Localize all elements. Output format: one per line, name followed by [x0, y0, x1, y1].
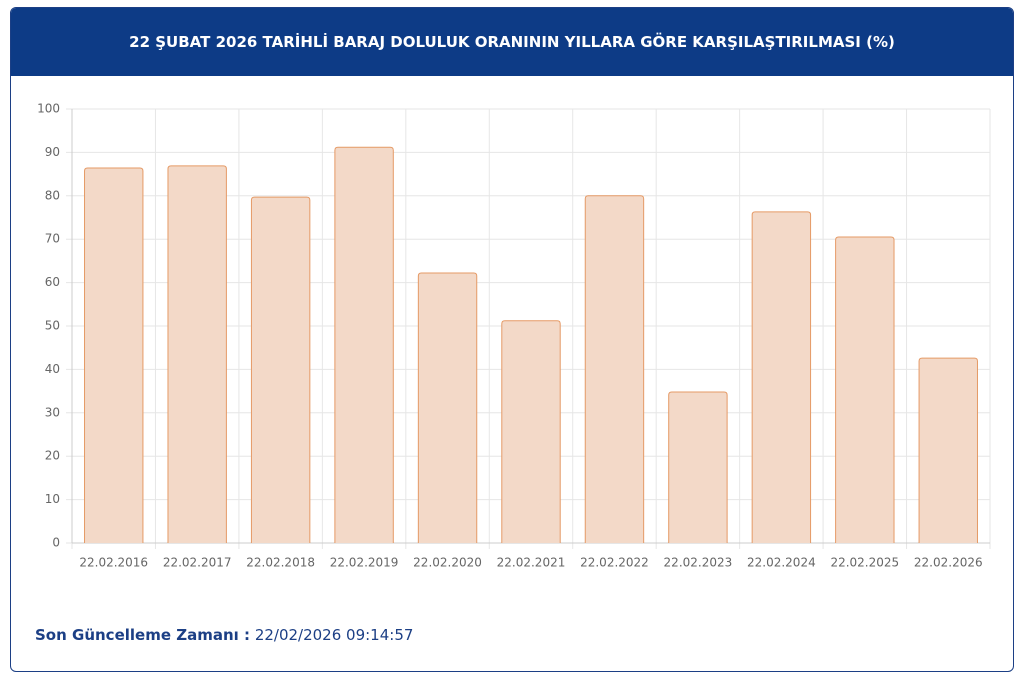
- bar: [751, 211, 812, 543]
- y-tick-label: 30: [45, 405, 60, 419]
- bar: [417, 272, 478, 543]
- x-tick-label: 22.02.2022: [580, 556, 649, 570]
- bar: [84, 167, 144, 543]
- bar: [501, 320, 561, 543]
- x-tick-label: 22.02.2023: [664, 556, 733, 570]
- y-tick-label: 20: [45, 449, 60, 463]
- y-tick-label: 90: [45, 145, 60, 159]
- bar: [584, 195, 645, 543]
- y-tick-label: 10: [45, 492, 60, 506]
- bar: [835, 236, 895, 543]
- y-tick-label: 100: [37, 102, 60, 116]
- bar: [668, 391, 728, 543]
- chart-title: 22 ŞUBAT 2026 TARİHLİ BARAJ DOLULUK ORAN…: [129, 33, 895, 51]
- y-tick-label: 0: [52, 536, 60, 550]
- bar: [167, 165, 227, 543]
- x-tick-label: 22.02.2025: [830, 556, 899, 570]
- footer-value: 22/02/2026 09:14:57: [254, 626, 414, 644]
- x-tick-label: 22.02.2026: [914, 556, 983, 570]
- footer-label: Son Güncelleme Zamanı :: [35, 626, 251, 644]
- header: 22 ŞUBAT 2026 TARİHLİ BARAJ DOLULUK ORAN…: [11, 8, 1013, 76]
- x-tick-label: 22.02.2020: [413, 556, 482, 570]
- footer: Son Güncelleme Zamanı : 22/02/2026 09:14…: [35, 626, 413, 644]
- bar: [918, 357, 978, 543]
- bar: [334, 146, 394, 543]
- bar: [250, 196, 311, 543]
- y-tick-label: 40: [45, 362, 60, 376]
- y-tick-label: 70: [45, 232, 60, 246]
- x-tick-label: 22.02.2019: [330, 556, 399, 570]
- x-tick-label: 22.02.2018: [246, 556, 315, 570]
- x-tick-label: 22.02.2017: [163, 556, 232, 570]
- x-tick-label: 22.02.2016: [79, 556, 148, 570]
- y-tick-label: 60: [45, 275, 60, 289]
- y-tick-label: 80: [45, 188, 60, 202]
- card: 22 ŞUBAT 2026 TARİHLİ BARAJ DOLULUK ORAN…: [10, 7, 1014, 672]
- y-tick-label: 50: [45, 319, 60, 333]
- x-tick-label: 22.02.2024: [747, 556, 816, 570]
- x-tick-label: 22.02.2021: [497, 556, 566, 570]
